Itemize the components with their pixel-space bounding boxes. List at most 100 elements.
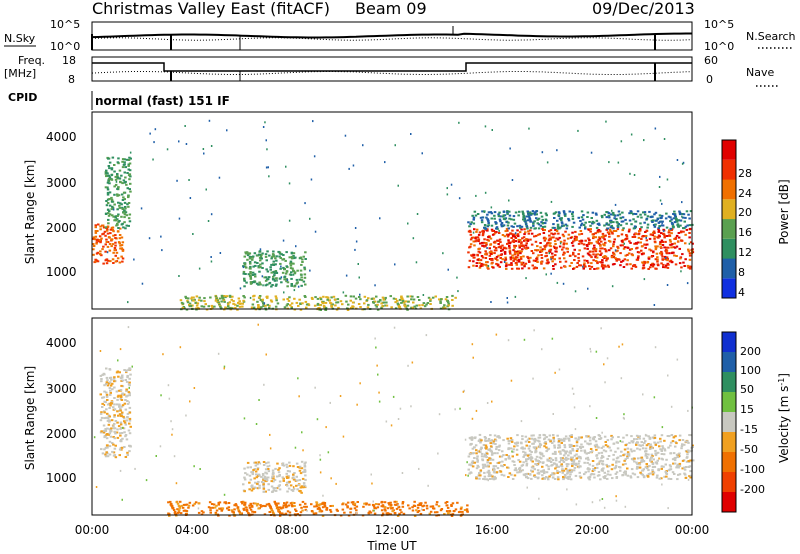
data-cell [168,397,171,400]
data-cell [502,454,505,457]
data-cell [596,445,599,448]
data-cell [610,434,613,437]
nave-label: Nave [746,66,774,79]
data-cell [243,285,246,288]
data-cell [108,432,112,435]
data-cell [252,298,255,301]
data-cell [671,225,675,228]
data-cell [560,439,564,442]
data-cell [396,303,400,306]
data-cell [479,216,483,219]
data-cell [109,228,113,231]
power-cbar-tick-8: 8 [738,266,745,279]
data-cell [421,304,424,307]
data-cell [558,212,561,215]
data-cell [467,221,470,224]
data-cell [566,488,568,491]
data-cell [410,306,413,309]
data-cell [565,458,568,461]
data-cell [304,258,307,260]
data-cell [633,460,636,463]
data-cell [561,469,564,472]
data-cell [114,241,117,244]
data-cell [108,415,111,418]
data-cell [386,512,390,515]
data-cell [571,447,574,450]
data-cell [562,437,566,440]
data-cell [486,247,488,249]
data-cell [557,478,560,481]
data-cell [278,480,282,483]
data-cell [642,264,645,267]
data-cell [511,450,515,453]
data-cell [530,232,534,235]
data-cell [270,285,273,288]
data-cell [115,219,118,222]
data-cell [677,225,680,228]
data-cell [196,307,200,309]
data-cell [675,466,678,469]
data-cell [274,270,278,273]
data-cell [274,487,278,490]
data-cell [474,237,477,240]
data-cell [613,214,617,217]
data-cell [553,226,556,229]
data-cell [380,306,383,309]
data-cell [484,227,488,230]
data-cell [501,244,504,247]
data-cell [676,464,679,467]
data-cell [571,231,574,234]
data-cell [117,394,120,397]
data-cell [534,234,538,237]
data-cell [176,508,179,511]
data-cell [99,250,102,253]
data-cell [127,163,130,166]
data-cell [607,223,610,226]
data-cell [451,294,454,297]
data-cell [603,257,606,259]
data-cell [119,395,123,398]
data-cell [277,502,280,505]
data-cell [486,459,490,461]
data-cell [288,470,291,473]
data-cell [349,295,353,298]
data-cell [314,230,317,233]
data-cell [177,504,181,507]
data-cell [518,224,522,227]
data-cell [425,504,429,507]
data-cell [543,248,546,251]
data-cell [571,215,575,218]
data-cell [574,474,578,477]
data-cell [249,508,253,511]
data-cell [507,440,510,442]
data-cell [534,451,537,454]
data-cell [556,223,560,226]
data-cell [370,473,372,476]
data-cell [120,413,124,415]
data-cell [243,478,247,481]
data-cell [172,509,176,511]
data-cell [128,417,132,420]
data-cell [261,262,264,265]
data-cell [391,510,394,513]
data-cell [684,466,688,468]
data-cell [126,376,129,379]
data-cell [642,211,645,214]
data-cell [270,477,274,480]
data-cell [472,264,475,267]
data-cell [376,506,380,509]
data-cell [495,262,498,265]
data-cell [295,278,299,281]
data-cell [105,200,108,202]
data-cell [268,175,270,178]
data-cell [562,454,566,457]
data-cell [185,308,189,311]
data-cell [254,264,257,267]
data-cell [280,253,283,256]
data-cell [444,298,448,301]
data-cell [650,456,653,459]
data-cell [605,120,607,123]
data-cell [647,453,650,456]
data-cell [632,212,635,215]
data-cell [184,125,186,127]
